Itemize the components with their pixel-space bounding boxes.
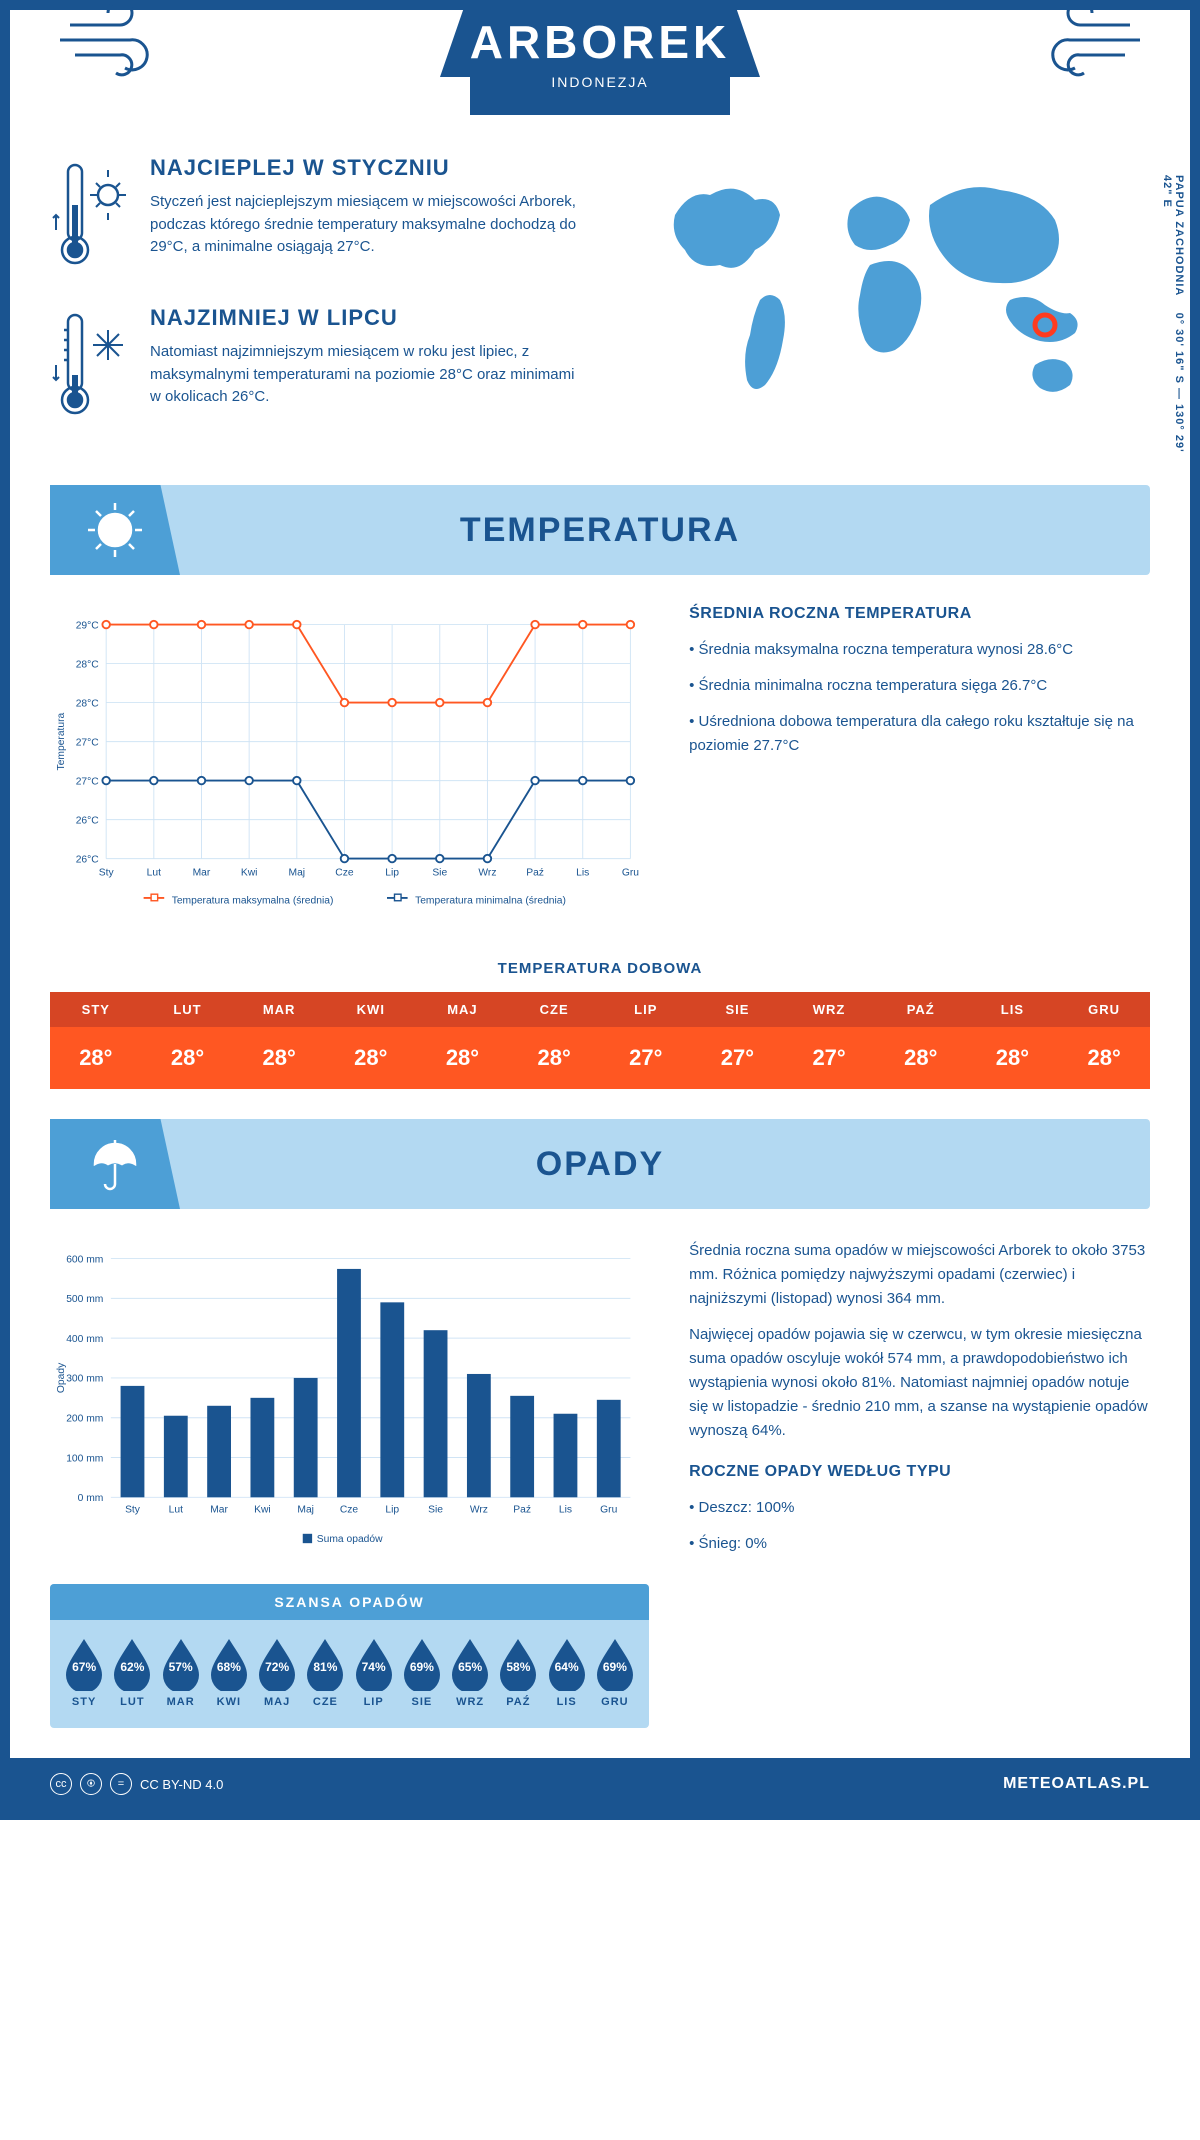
svg-text:Lut: Lut <box>147 867 161 878</box>
daily-temp-title: TEMPERATURA DOBOWA <box>50 960 1150 977</box>
precip-text-1: Średnia roczna suma opadów w miejscowośc… <box>689 1239 1150 1311</box>
precipitation-section-header: OPADY <box>50 1119 1150 1209</box>
rain-drop: 57%MAR <box>157 1635 205 1708</box>
svg-text:Gru: Gru <box>600 1504 617 1515</box>
svg-text:Sie: Sie <box>432 867 447 878</box>
temperature-title: TEMPERATURA <box>460 511 740 550</box>
svg-text:200 mm: 200 mm <box>66 1413 103 1424</box>
sun-icon <box>83 498 148 563</box>
site-name: METEOATLAS.PL <box>1003 1775 1150 1793</box>
svg-text:Temperatura minimalna (średnia: Temperatura minimalna (średnia) <box>415 896 566 907</box>
svg-text:Temperatura: Temperatura <box>56 712 67 770</box>
rain-drop: 69%SIE <box>398 1635 446 1708</box>
coldest-block: NAJZIMNIEJ W LIPCU Natomiast najzimniejs… <box>50 305 580 425</box>
svg-text:Kwi: Kwi <box>254 1504 271 1515</box>
rain-drop: 74%LIP <box>350 1635 398 1708</box>
wind-icon-left <box>50 0 170 90</box>
svg-text:Maj: Maj <box>297 1504 314 1515</box>
rain-drop: 81%CZE <box>301 1635 349 1708</box>
svg-text:600 mm: 600 mm <box>66 1254 103 1265</box>
svg-text:100 mm: 100 mm <box>66 1453 103 1464</box>
svg-text:27°C: 27°C <box>76 737 100 748</box>
svg-text:28°C: 28°C <box>76 659 100 670</box>
nd-icon: = <box>110 1773 132 1795</box>
svg-text:27°C: 27°C <box>76 776 100 787</box>
rain-drop: 65%WRZ <box>446 1635 494 1708</box>
svg-text:400 mm: 400 mm <box>66 1334 103 1345</box>
rain-drop: 69%GRU <box>591 1635 639 1708</box>
svg-text:Cze: Cze <box>335 867 354 878</box>
rain-chance-box: SZANSA OPADÓW 67%STY62%LUT57%MAR68%KWI72… <box>50 1584 649 1728</box>
svg-text:Temperatura maksymalna (średni: Temperatura maksymalna (średnia) <box>172 896 334 907</box>
svg-text:28°C: 28°C <box>76 698 100 709</box>
svg-text:26°C: 26°C <box>76 854 100 865</box>
warmest-text: Styczeń jest najcieplejszym miesiącem w … <box>150 191 580 259</box>
rain-drop: 67%STY <box>60 1635 108 1708</box>
daily-temp-table: STYLUTMARKWIMAJCZELIPSIEWRZPAŹLISGRU 28°… <box>50 992 1150 1089</box>
svg-text:Gru: Gru <box>622 867 639 878</box>
thermometer-cold-icon <box>50 305 130 425</box>
svg-text:Lip: Lip <box>385 1504 399 1515</box>
annual-temp-bullets: • Średnia maksymalna roczna temperatura … <box>689 638 1150 758</box>
license-text: CC BY-ND 4.0 <box>140 1777 223 1792</box>
svg-text:Opady: Opady <box>56 1362 67 1393</box>
warmest-block: NAJCIEPLEJ W STYCZNIU Styczeń jest najci… <box>50 155 580 275</box>
coldest-title: NAJZIMNIEJ W LIPCU <box>150 305 580 331</box>
thermometer-hot-icon <box>50 155 130 275</box>
annual-temp-title: ŚREDNIA ROCZNA TEMPERATURA <box>689 605 1150 623</box>
precipitation-bar-chart: 0 mm 100 mm 200 mm 300 mm 400 mm 500 mm 600 mm… <box>50 1239 649 1559</box>
precip-bytype-bullets: • Deszcz: 100%• Śnieg: 0% <box>689 1496 1150 1556</box>
svg-text:Maj: Maj <box>289 867 306 878</box>
svg-text:300 mm: 300 mm <box>66 1374 103 1385</box>
temperature-section-header: TEMPERATURA <box>50 485 1150 575</box>
svg-text:Sty: Sty <box>125 1504 141 1515</box>
svg-text:Mar: Mar <box>210 1504 228 1515</box>
coordinates: PAPUA ZACHODNIA 0° 30' 16" S — 130° 29' … <box>1161 175 1185 455</box>
svg-text:0 mm: 0 mm <box>78 1493 104 1504</box>
svg-text:Wrz: Wrz <box>478 867 496 878</box>
rain-drop: 64%LIS <box>543 1635 591 1708</box>
svg-text:Kwi: Kwi <box>241 867 258 878</box>
svg-text:Cze: Cze <box>340 1504 359 1515</box>
svg-text:Lut: Lut <box>169 1504 183 1515</box>
page-footer: cc 🅯 = CC BY-ND 4.0 METEOATLAS.PL <box>10 1758 1190 1810</box>
rain-drop: 72%MAJ <box>253 1635 301 1708</box>
by-icon: 🅯 <box>80 1773 102 1795</box>
umbrella-icon <box>83 1132 148 1197</box>
warmest-title: NAJCIEPLEJ W STYCZNIU <box>150 155 580 181</box>
rain-chance-title: SZANSA OPADÓW <box>50 1584 649 1620</box>
svg-text:Sie: Sie <box>428 1504 443 1515</box>
rain-drop: 62%LUT <box>108 1635 156 1708</box>
svg-text:Paź: Paź <box>513 1504 531 1515</box>
location-title: ARBOREK <box>470 15 731 69</box>
page-header: ARBOREK INDONEZJA <box>470 0 731 115</box>
svg-text:Lis: Lis <box>576 867 589 878</box>
coldest-text: Natomiast najzimniejszym miesiącem w rok… <box>150 341 580 409</box>
svg-text:Lip: Lip <box>385 867 399 878</box>
country-subtitle: INDONEZJA <box>470 74 731 90</box>
svg-text:Wrz: Wrz <box>470 1504 488 1515</box>
world-map <box>620 155 1150 435</box>
svg-text:Lis: Lis <box>559 1504 572 1515</box>
precipitation-title: OPADY <box>536 1145 664 1184</box>
svg-text:Sty: Sty <box>99 867 115 878</box>
precip-text-2: Najwięcej opadów pojawia się w czerwcu, … <box>689 1323 1150 1443</box>
precip-bytype-title: ROCZNE OPADY WEDŁUG TYPU <box>689 1463 1150 1481</box>
cc-icon: cc <box>50 1773 72 1795</box>
svg-text:29°C: 29°C <box>76 620 100 631</box>
temperature-line-chart: 26°C 26°C 27°C 27°C 28°C 28°C 29°C Sty Lut Mar Kwi… <box>50 605 649 925</box>
svg-text:Paź: Paź <box>526 867 544 878</box>
rain-drop: 68%KWI <box>205 1635 253 1708</box>
svg-text:Suma opadów: Suma opadów <box>317 1534 383 1545</box>
wind-icon-right <box>1030 0 1150 90</box>
license-block: cc 🅯 = CC BY-ND 4.0 <box>50 1773 223 1795</box>
svg-text:26°C: 26°C <box>76 815 100 826</box>
rain-drop: 58%PAŹ <box>494 1635 542 1708</box>
svg-text:500 mm: 500 mm <box>66 1294 103 1305</box>
svg-text:Mar: Mar <box>193 867 211 878</box>
